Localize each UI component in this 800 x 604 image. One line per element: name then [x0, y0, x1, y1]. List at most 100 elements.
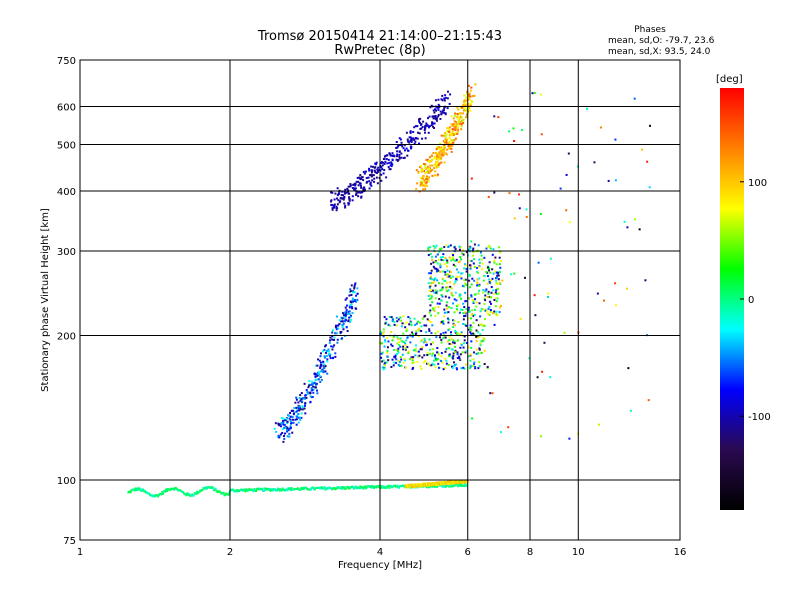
- data-point: [475, 267, 478, 270]
- data-point: [448, 336, 451, 339]
- data-point: [431, 258, 434, 261]
- data-point: [475, 305, 478, 308]
- data-point: [442, 134, 445, 137]
- data-point: [452, 341, 455, 344]
- data-point: [411, 335, 414, 338]
- data-point: [429, 106, 432, 109]
- data-point: [473, 279, 476, 282]
- data-point: [423, 337, 426, 340]
- data-point: [440, 338, 443, 341]
- data-point: [382, 172, 385, 175]
- data-point: [482, 308, 485, 311]
- data-point: [426, 170, 429, 173]
- data-point: [454, 279, 457, 282]
- data-point: [474, 367, 477, 370]
- data-point: [461, 309, 464, 312]
- data-point: [343, 202, 346, 205]
- x-tick-label: 1: [77, 547, 83, 558]
- data-point: [465, 251, 468, 254]
- data-point: [433, 267, 436, 270]
- data-point: [449, 258, 452, 261]
- data-point: [471, 309, 474, 312]
- data-point: [325, 351, 328, 354]
- data-point: [489, 271, 492, 274]
- data-point: [345, 311, 348, 314]
- data-point: [449, 144, 452, 147]
- data-point: [493, 310, 496, 313]
- data-point: [295, 410, 298, 413]
- data-point: [565, 209, 568, 212]
- data-point: [330, 345, 333, 348]
- data-point: [222, 491, 225, 494]
- data-point: [393, 323, 396, 326]
- data-point: [393, 348, 396, 351]
- data-point: [419, 117, 422, 120]
- data-point: [464, 351, 467, 354]
- data-point: [320, 352, 323, 355]
- data-point: [351, 291, 354, 294]
- data-point: [409, 130, 412, 133]
- data-point: [472, 332, 475, 335]
- data-point: [376, 170, 379, 173]
- data-point: [402, 485, 405, 488]
- data-point: [157, 495, 160, 498]
- data-point: [440, 320, 443, 323]
- data-point: [347, 485, 350, 488]
- data-point: [485, 266, 488, 269]
- data-point: [418, 120, 421, 123]
- data-point: [337, 327, 340, 330]
- data-point: [297, 409, 300, 412]
- data-point: [431, 307, 434, 310]
- data-point: [441, 485, 444, 488]
- data-point: [440, 299, 443, 302]
- data-point: [166, 489, 169, 492]
- data-point: [437, 108, 440, 111]
- data-point: [404, 347, 407, 350]
- data-point: [458, 112, 461, 115]
- data-point: [439, 333, 442, 336]
- data-point: [441, 282, 444, 285]
- data-point: [378, 169, 381, 172]
- data-point: [325, 354, 328, 357]
- data-point: [442, 259, 445, 262]
- data-point: [436, 279, 439, 282]
- data-point: [300, 416, 303, 419]
- data-point: [345, 297, 348, 300]
- data-point: [493, 191, 496, 194]
- data-point: [428, 319, 431, 322]
- data-point: [414, 354, 417, 357]
- data-point: [429, 169, 432, 172]
- data-point: [381, 485, 384, 488]
- data-point: [344, 188, 347, 191]
- data-point: [498, 306, 501, 309]
- data-point: [447, 147, 450, 150]
- data-point: [457, 124, 460, 127]
- data-point: [422, 341, 425, 344]
- data-point: [433, 359, 436, 362]
- data-point: [633, 218, 636, 221]
- data-point: [423, 354, 426, 357]
- data-point: [466, 90, 469, 93]
- data-point: [448, 355, 451, 358]
- data-point: [445, 362, 448, 365]
- data-point: [386, 356, 389, 359]
- data-point: [334, 325, 337, 328]
- data-point: [371, 169, 374, 172]
- data-point: [404, 348, 407, 351]
- data-point: [496, 297, 499, 300]
- data-point: [431, 158, 434, 161]
- data-point: [279, 423, 282, 426]
- data-point: [419, 121, 422, 124]
- data-point: [458, 483, 461, 486]
- data-point: [377, 484, 380, 487]
- data-point: [499, 266, 502, 269]
- data-point: [451, 128, 454, 131]
- data-point: [400, 141, 403, 144]
- data-point: [647, 399, 650, 402]
- data-point: [322, 361, 325, 364]
- data-point: [328, 341, 331, 344]
- data-point: [286, 435, 289, 438]
- data-point: [533, 91, 536, 94]
- data-point: [288, 428, 291, 431]
- data-point: [411, 359, 414, 362]
